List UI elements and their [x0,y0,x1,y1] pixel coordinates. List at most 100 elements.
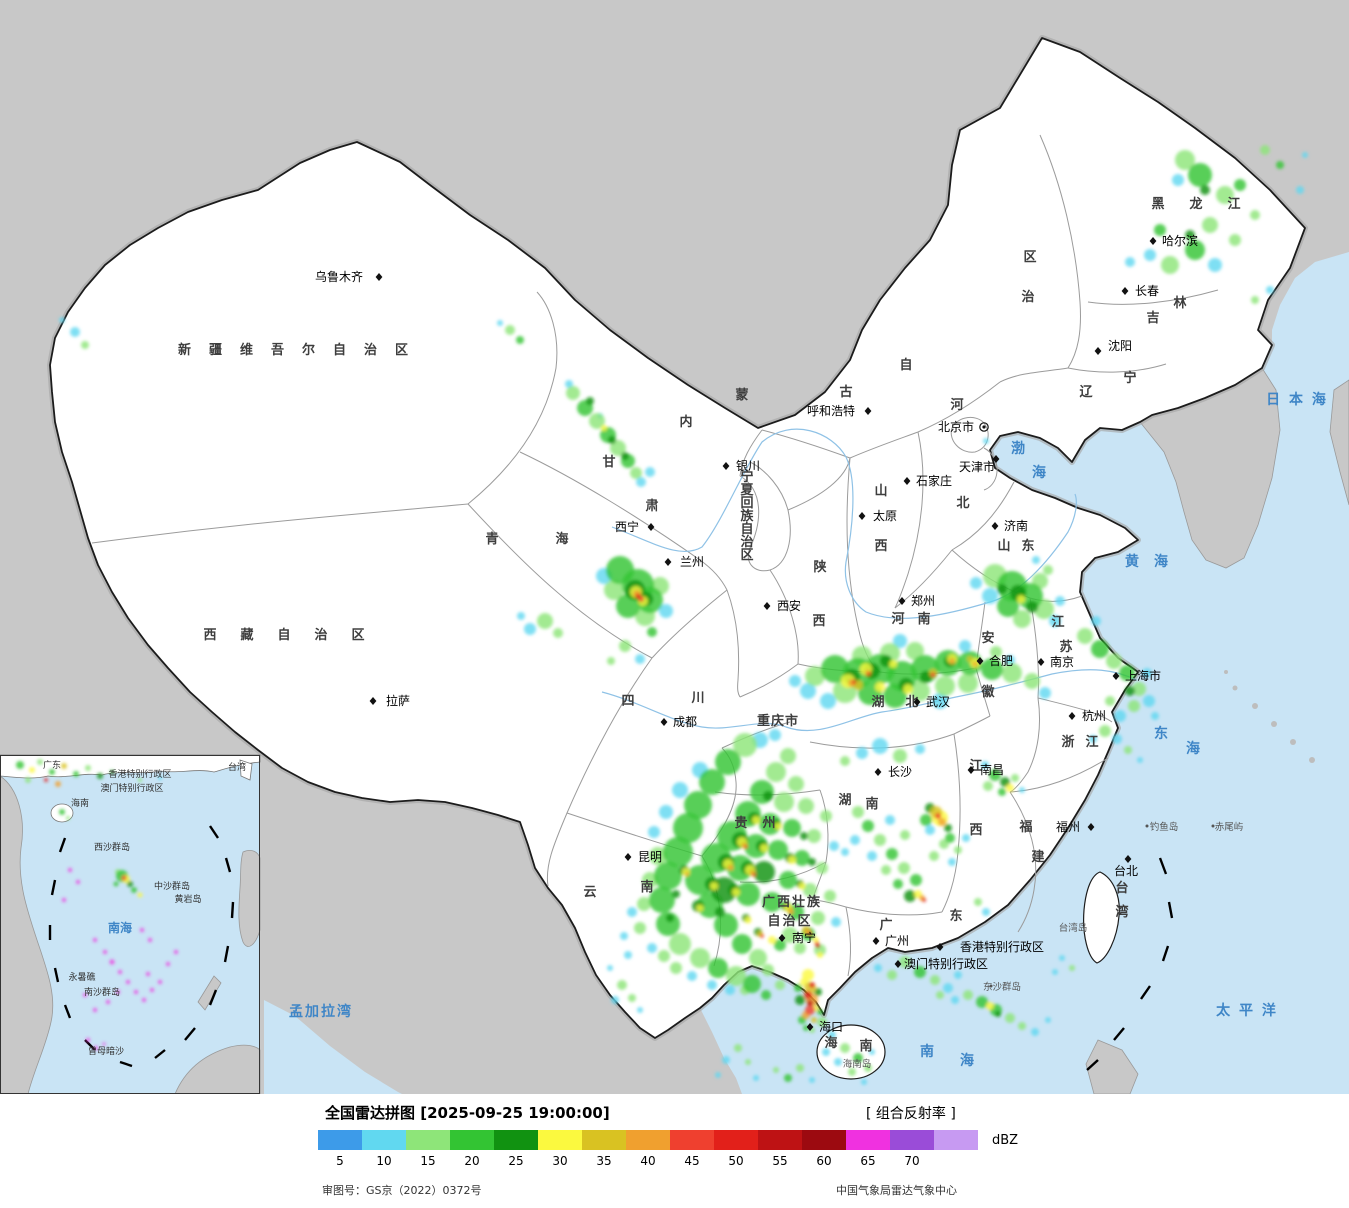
svg-text:夏: 夏 [739,483,754,498]
svg-text:海: 海 [555,531,568,547]
svg-text:北京市: 北京市 [938,419,974,434]
svg-text:日 本 海: 日 本 海 [1266,391,1328,408]
svg-text:海: 海 [1032,464,1048,481]
svg-text:南沙群岛: 南沙群岛 [84,986,120,998]
svg-text:自: 自 [899,357,912,373]
svg-text:东: 东 [1021,538,1034,554]
colorbar-swatch [494,1130,538,1150]
colorbar-swatch [406,1130,450,1150]
colorbar [318,1130,978,1150]
colorbar-value: 45 [684,1154,700,1168]
svg-text:陕: 陕 [813,559,827,575]
svg-text:台北: 台北 [1114,863,1138,878]
svg-text:福: 福 [1018,819,1032,835]
svg-text:台湾岛: 台湾岛 [1059,922,1088,934]
svg-text:黑: 黑 [1151,197,1164,212]
colorbar-value: 60 [816,1154,832,1168]
svg-text:赤尾屿: 赤尾屿 [1215,821,1244,833]
svg-text:钓鱼岛: 钓鱼岛 [1150,821,1179,833]
inset-china-coast [0,754,261,779]
inset-nine-dash-line [48,825,235,1068]
svg-text:古: 古 [839,384,852,400]
svg-text:拉萨: 拉萨 [386,693,410,708]
dongsha-dot [989,984,993,988]
svg-text:治: 治 [740,534,753,550]
svg-text:浙: 浙 [1061,734,1074,750]
svg-text:宁: 宁 [1123,370,1136,386]
svg-text:贵: 贵 [734,815,747,831]
svg-text:四: 四 [621,694,634,709]
colorbar-swatch [538,1130,582,1150]
colorbar-value: 20 [464,1154,480,1168]
svg-text:广西壮族: 广西壮族 [762,894,822,910]
svg-text:南昌: 南昌 [980,762,1004,777]
svg-text:银川: 银川 [736,459,760,473]
svg-text:中沙群岛: 中沙群岛 [154,880,190,892]
colorbar-value: 35 [596,1154,612,1168]
svg-text:海: 海 [824,1035,837,1051]
colorbar-swatch [450,1130,494,1150]
svg-text:区: 区 [740,548,753,563]
svg-text:自治区: 自治区 [767,913,812,929]
svg-text:西: 西 [874,539,887,554]
colorbar-value: 30 [552,1154,568,1168]
svg-text:石家庄: 石家庄 [916,473,952,488]
yellow-river [611,428,1077,619]
legend-panel: 全国雷达拼图 [2025-09-25 19:00:00] [ 组合反射率 ] d… [0,1094,1349,1208]
bay-of-bengal [264,1000,402,1094]
svg-text:海口: 海口 [819,1019,843,1034]
svg-text:甘: 甘 [602,454,615,470]
svg-text:州: 州 [761,816,775,831]
svg-text:北: 北 [905,695,918,710]
svg-text:治: 治 [1021,289,1034,305]
inset-frame [0,755,260,1094]
svg-text:蒙: 蒙 [735,387,748,403]
svg-text:东沙群岛: 东沙群岛 [983,981,1021,993]
svg-text:郑州: 郑州 [911,593,935,608]
colorbar-value: 5 [336,1154,344,1168]
svg-text:辽: 辽 [1079,385,1093,400]
review-number: 审图号：GS京（2022）0372号 [322,1184,482,1197]
colorbar-swatch [670,1130,714,1150]
svg-text:香港特别行政区: 香港特别行政区 [960,939,1044,954]
colorbar-swatch [934,1130,978,1150]
chiwei-dot [1211,824,1215,828]
svg-text:安: 安 [981,630,994,646]
svg-text:昆明: 昆明 [638,850,662,864]
svg-text:广: 广 [879,917,892,933]
svg-text:成都: 成都 [673,715,697,729]
svg-text:龙: 龙 [1189,196,1202,212]
svg-text:江: 江 [1085,734,1098,750]
svg-text:西沙群岛: 西沙群岛 [94,841,130,853]
svg-text:黄: 黄 [1125,553,1141,570]
svg-text:福州: 福州 [1056,819,1080,834]
svg-text:南: 南 [917,611,930,627]
svg-text:回: 回 [740,496,753,511]
inset-map [0,754,261,1094]
svg-text:川: 川 [690,691,704,706]
colorbar-value: 40 [640,1154,656,1168]
colorbar-swatch [582,1130,626,1150]
svg-text:西: 西 [969,823,982,838]
inset-taiwan [239,759,253,781]
product-type-label: [ 组合反射率 ] [866,1106,956,1122]
svg-text:青: 青 [485,531,498,547]
map-labels: 新疆维吾尔自治区西藏自治区青 海甘肃内蒙 古自治区陕西山西河北山 东河南江苏安徽湖 北湖… [43,196,1328,1070]
svg-text:广东: 广东 [43,759,61,771]
foreign-land-layer [1085,367,1349,1094]
svg-text:济南: 济南 [1004,518,1028,533]
svg-text:乌鲁木齐: 乌鲁木齐 [315,269,363,284]
svg-text:徽: 徽 [980,684,995,700]
credit-label: 中国气象局雷达气象中心 [836,1184,957,1197]
svg-text:西宁: 西宁 [615,519,639,534]
svg-text:西: 西 [812,614,825,629]
svg-text:湾: 湾 [1115,904,1128,920]
svg-text:南宁: 南宁 [792,930,816,945]
colorbar-swatch [758,1130,802,1150]
svg-text:吉: 吉 [1146,311,1159,326]
colorbar-value: 65 [860,1154,876,1168]
svg-text:台: 台 [1115,880,1128,896]
svg-text:孟加拉湾: 孟加拉湾 [289,1003,353,1020]
svg-text:哈尔滨: 哈尔滨 [1162,233,1198,248]
